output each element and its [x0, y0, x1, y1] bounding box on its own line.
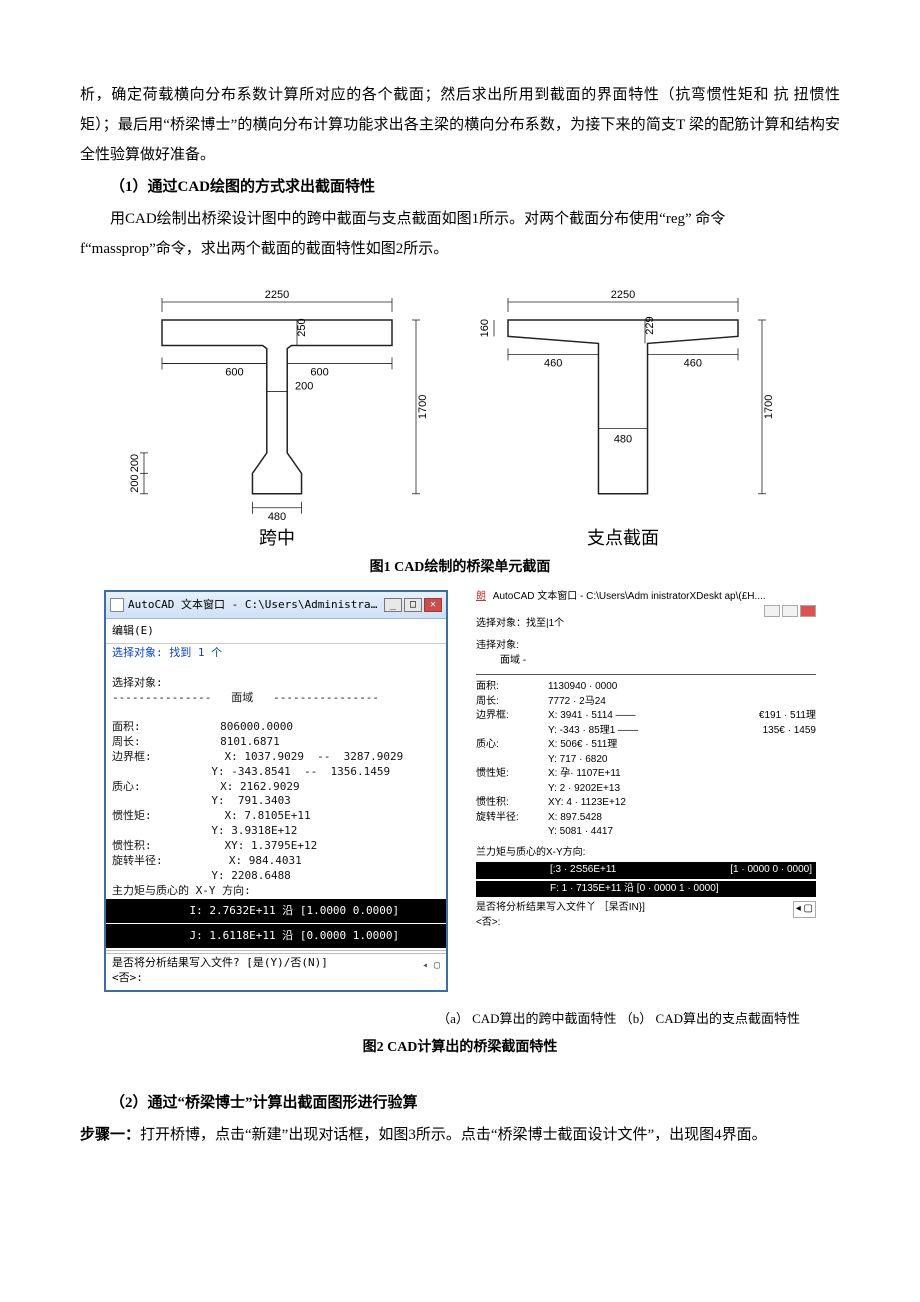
svg-text:160: 160 — [479, 319, 491, 337]
svg-text:1700: 1700 — [417, 395, 429, 419]
cad-b-row: Y: 717 · 6820 — [476, 753, 816, 768]
cad-a-row: 惯性矩: X: 7.8105E+11 — [112, 809, 440, 824]
cad-a-title: AutoCAD 文本窗口 - C:\Users\Administrator\De… — [128, 594, 382, 616]
step-1-label: 步骤一： — [80, 1127, 140, 1143]
svg-text:229: 229 — [644, 316, 656, 334]
cad-a-row: 周长: 8101.6871 — [112, 735, 440, 750]
cad-b-title: AutoCAD 文本窗口 - C:\Users\Adm inistratorXD… — [493, 590, 766, 605]
svg-text:200: 200 — [129, 454, 141, 472]
body-paragraph-2b: f“massprop”命令，求出两个截面的截面特性如图2所示。 — [80, 234, 840, 264]
figure-1-caption: 图1 CAD绘制的桥梁单元截面 — [80, 554, 840, 582]
svg-text:250: 250 — [296, 318, 308, 336]
cad-a-row: Y: 2208.6488 — [112, 869, 440, 884]
figure-2-subcaption: （a） CAD算出的跨中截面特性 （b） CAD算出的支点截面特性 — [80, 1006, 840, 1032]
cad-b-row: Y: 5081 · 4417 — [476, 825, 816, 840]
cad-b-title-prefix: 朗 — [476, 590, 486, 605]
cad-a-region-hdr: --------------- 面域 ---------------- — [112, 691, 440, 706]
cad-a-row: Y: -343.8541 -- 1356.1459 — [112, 765, 440, 780]
svg-text:支点截面: 支点截面 — [587, 528, 659, 548]
cad-b-sel: 违择对象: — [476, 639, 816, 654]
cad-window-left: AutoCAD 文本窗口 - C:\Users\Administrator\De… — [104, 590, 448, 992]
cad-b-row: 周长:7772 · 2马24 — [476, 695, 816, 710]
minimize-button[interactable]: _ — [384, 598, 402, 612]
cad-a-row: Y: 791.3403 — [112, 794, 440, 809]
scroll-control-icon[interactable]: ◂ ▢ — [422, 956, 440, 976]
cad-b-row: 面积:1130940 · 0000 — [476, 680, 816, 695]
cad-a-footer: ◂ ▢ 是否将分析结果写入文件? [是(Y)/否(N)] <否>: — [106, 953, 446, 990]
cad-b-row: 惯性积:XY: 4 · 1123E+12 — [476, 796, 816, 811]
figure-1: 22502506006002001700200200480跨中 22501602… — [80, 272, 840, 552]
cad-b-row: Y: -343 · 85理1 ——135€ · 1459 — [476, 724, 816, 739]
cad-b-row: Y: 2 · 9202E+13 — [476, 782, 816, 797]
cad-a-footer-line-1: 是否将分析结果写入文件? [是(Y)/否(N)] — [112, 956, 440, 971]
svg-text:200: 200 — [295, 381, 313, 393]
cad-a-row: 边界框: X: 1037.9029 -- 3287.9029 — [112, 750, 440, 765]
cad-b-row: 边界框:X: 3941 · 5114 ——€191 · 511理 — [476, 709, 816, 724]
cad-a-row: 质心: X: 2162.9029 — [112, 780, 440, 795]
cad-b-principal-1: [:3 · 2S56E+11 [1 · 0000 0 · 0000] — [476, 862, 816, 879]
cad-b-row: 惯性矩:X: 孕· 1107E+11 — [476, 767, 816, 782]
svg-text:600: 600 — [310, 367, 328, 379]
section-2-title: （2）通过“桥梁博士”计算出截面图形进行验算 — [80, 1088, 840, 1118]
cad-b-footer-line-1: 是否将分析结果写入文件丫 ［杲否IN}] — [476, 902, 645, 913]
cad-a-principal-2: xxxxxxxxxxxxJ: 1.6118E+11 沿 [0.0000 1.00… — [106, 924, 446, 948]
svg-text:2250: 2250 — [265, 289, 289, 301]
cad-a-footer-line-2: <否>: — [112, 971, 440, 986]
body-paragraph-1: 析，确定荷载横向分布系数计算所对应的各个截面；然后求出所用到截面的界面特性（抗弯… — [80, 80, 840, 170]
step-1-text: 打开桥博，点击“新建”出现对话框，如图3所示。点击“桥梁博士截面设计文件”，出现… — [140, 1127, 767, 1143]
svg-text:200: 200 — [129, 474, 141, 492]
svg-text:2250: 2250 — [611, 289, 635, 301]
svg-text:480: 480 — [268, 511, 286, 523]
svg-text:600: 600 — [225, 367, 243, 379]
figure-1-right-svg: 2250 160 229 460 460 1700 480 支点截面 — [463, 272, 813, 552]
cad-a-titlebar: AutoCAD 文本窗口 - C:\Users\Administrator\De… — [106, 592, 446, 619]
cad-a-principal-hdr: 主力矩与质心的 X-Y 方向: — [112, 884, 440, 899]
cad-b-principal-2: F: 1 · 7135E+11 沿 [0 · 0000 1 · 0000] — [476, 881, 816, 898]
cad-a-sel: 选择对象: — [112, 676, 440, 691]
app-icon — [110, 598, 124, 612]
figure-2-caption: 图2 CAD计算出的桥梁截面特性 — [80, 1034, 840, 1062]
cad-b-row: 质心:X: 506€ · 511理 — [476, 738, 816, 753]
svg-text:460: 460 — [684, 357, 702, 369]
svg-text:480: 480 — [614, 434, 632, 446]
cad-a-row: 惯性积: XY: 1.3795E+12 — [112, 839, 440, 854]
cad-a-content: 选择对象: 找到 1 个 选择对象: --------------- 面域 --… — [106, 644, 446, 951]
cad-b-footer-line-2: <否>: — [476, 917, 500, 928]
cad-window-right: 朗 AutoCAD 文本窗口 - C:\Users\Adm inistrator… — [476, 590, 816, 930]
close-button[interactable]: ✕ — [424, 598, 442, 612]
cad-a-sel-found: 选择对象: 找到 1 个 — [112, 646, 440, 661]
section-1-title: （1）通过CAD绘图的方式求出截面特性 — [80, 172, 840, 202]
cad-b-window-buttons[interactable] — [762, 605, 816, 623]
svg-text:460: 460 — [544, 357, 562, 369]
scroll-control-icon[interactable]: ◂ ▢ — [793, 901, 816, 918]
cad-a-row: 面积: 806000.0000 — [112, 720, 440, 735]
cad-b-principal-hdr: 兰力矩与质心的X-Y方向: — [476, 846, 816, 861]
cad-a-row: 旋转半径: X: 984.4031 — [112, 854, 440, 869]
cad-b-region-hdr: 面域 - — [476, 654, 816, 669]
cad-b-row: 旋转半径:X: 897.5428 — [476, 811, 816, 826]
cad-a-menu-edit[interactable]: 编辑(E) — [106, 619, 446, 644]
figure-2: AutoCAD 文本窗口 - C:\Users\Administrator\De… — [80, 590, 840, 992]
body-paragraph-2a: 用CAD绘制出桥梁设计图中的跨中截面与支点截面如图1所示。对两个截面分布使用“r… — [80, 204, 840, 234]
cad-a-row: Y: 3.9318E+12 — [112, 824, 440, 839]
svg-text:1700: 1700 — [763, 395, 775, 419]
svg-text:跨中: 跨中 — [259, 528, 295, 548]
maximize-button[interactable]: □ — [404, 598, 422, 612]
step-1-paragraph: 步骤一：打开桥博，点击“新建”出现对话框，如图3所示。点击“桥梁博士截面设计文件… — [80, 1120, 840, 1150]
figure-1-left-svg: 2250 250 600 600 200 1700 200 200 480 跨中 — [107, 272, 457, 552]
cad-a-principal-1: xxxxxxxxxxxxI: 2.7632E+11 沿 [1.0000 0.00… — [106, 899, 446, 923]
